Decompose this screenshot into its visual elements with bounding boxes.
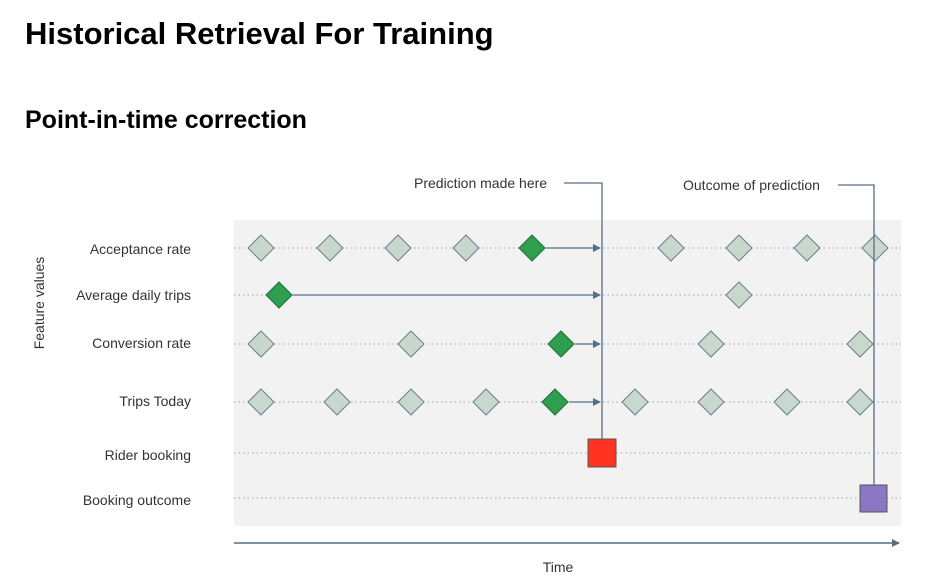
outcome-pointer-line	[838, 184, 875, 486]
feature-value-diamond	[773, 388, 801, 416]
feature-value-diamond	[316, 234, 344, 262]
x-axis-label: Time	[543, 559, 574, 575]
feature-value-diamond	[397, 388, 425, 416]
feature-value-diamond	[793, 234, 821, 262]
rider-booking-square	[587, 438, 617, 468]
row-label-booking-outcome: Booking outcome	[83, 492, 191, 508]
feature-value-diamond	[323, 388, 351, 416]
feature-value-diamond	[846, 330, 874, 358]
page-title: Historical Retrieval For Training	[25, 16, 494, 51]
feature-value-diamond	[846, 388, 874, 416]
row-label-average-daily-trips: Average daily trips	[76, 287, 191, 303]
outcome-label: Outcome of prediction	[683, 177, 820, 193]
latest-feature-value-diamond	[518, 234, 546, 262]
row-label-conversion-rate: Conversion rate	[92, 335, 191, 351]
feature-value-diamond	[725, 281, 753, 309]
feature-value-diamond	[621, 388, 649, 416]
prediction-pointer-line	[564, 182, 603, 440]
booking-outcome-square	[859, 484, 888, 513]
latest-feature-value-diamond	[547, 330, 575, 358]
feature-value-diamond	[697, 330, 725, 358]
feature-value-diamond	[247, 330, 275, 358]
feature-value-diamond	[247, 234, 275, 262]
feature-value-diamond	[452, 234, 480, 262]
feature-value-diamond	[697, 388, 725, 416]
latest-feature-value-diamond	[265, 281, 293, 309]
feature-value-diamond	[725, 234, 753, 262]
feature-value-diamond	[472, 388, 500, 416]
feature-value-diamond	[247, 388, 275, 416]
prediction-label: Prediction made here	[414, 175, 547, 191]
feature-value-diamond	[384, 234, 412, 262]
event-markers	[247, 234, 889, 513]
feature-value-diamond	[861, 234, 889, 262]
page-subtitle: Point-in-time correction	[25, 106, 307, 134]
latest-feature-value-diamond	[541, 388, 569, 416]
carry-forward-arrows	[293, 244, 601, 406]
y-axis-label: Feature values	[31, 257, 47, 350]
row-label-acceptance-rate: Acceptance rate	[90, 241, 191, 257]
row-label-rider-booking: Rider booking	[105, 447, 191, 463]
feature-value-diamond	[397, 330, 425, 358]
row-label-trips-today: Trips Today	[119, 393, 191, 409]
timeline-panel	[234, 220, 901, 526]
feature-value-diamond	[657, 234, 685, 262]
